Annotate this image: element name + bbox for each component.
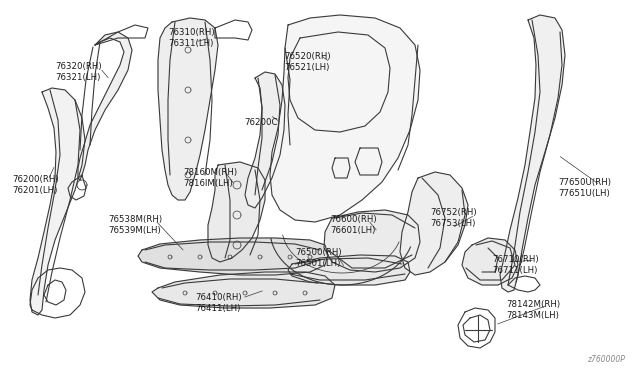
Polygon shape <box>288 255 410 285</box>
Polygon shape <box>78 32 132 180</box>
Polygon shape <box>245 72 285 208</box>
Text: 76600(RH)
76601(LH): 76600(RH) 76601(LH) <box>330 215 376 235</box>
Text: 77650U(RH)
77651U(LH): 77650U(RH) 77651U(LH) <box>558 178 611 198</box>
Polygon shape <box>158 18 218 200</box>
Text: z760000P: z760000P <box>587 355 625 364</box>
Text: 76200C: 76200C <box>244 118 278 127</box>
Text: 78142M(RH)
78143M(LH): 78142M(RH) 78143M(LH) <box>506 300 560 320</box>
Text: 76500(RH)
76501(LH): 76500(RH) 76501(LH) <box>295 248 342 268</box>
Text: 76320(RH)
76321(LH): 76320(RH) 76321(LH) <box>55 62 102 82</box>
Polygon shape <box>152 272 335 308</box>
Polygon shape <box>138 238 328 275</box>
Text: 78160M(RH)
7816lM(LH): 78160M(RH) 7816lM(LH) <box>183 168 237 188</box>
Text: 76520(RH)
76521(LH): 76520(RH) 76521(LH) <box>284 52 331 72</box>
Text: 76538M(RH)
76539M(LH): 76538M(RH) 76539M(LH) <box>108 215 162 235</box>
Text: 76200(RH)
76201(LH): 76200(RH) 76201(LH) <box>12 175 59 195</box>
Polygon shape <box>208 162 265 262</box>
Text: 76410(RH)
76411(LH): 76410(RH) 76411(LH) <box>195 293 242 313</box>
Polygon shape <box>324 210 420 272</box>
Text: 76310(RH)
76311(LH): 76310(RH) 76311(LH) <box>168 28 214 48</box>
Polygon shape <box>270 15 420 222</box>
Polygon shape <box>30 88 85 315</box>
Polygon shape <box>462 238 518 285</box>
Text: 76752(RH)
76753(LH): 76752(RH) 76753(LH) <box>430 208 477 228</box>
Polygon shape <box>500 15 565 292</box>
Polygon shape <box>400 172 468 275</box>
Text: 76710(RH)
76711(LH): 76710(RH) 76711(LH) <box>492 255 539 275</box>
